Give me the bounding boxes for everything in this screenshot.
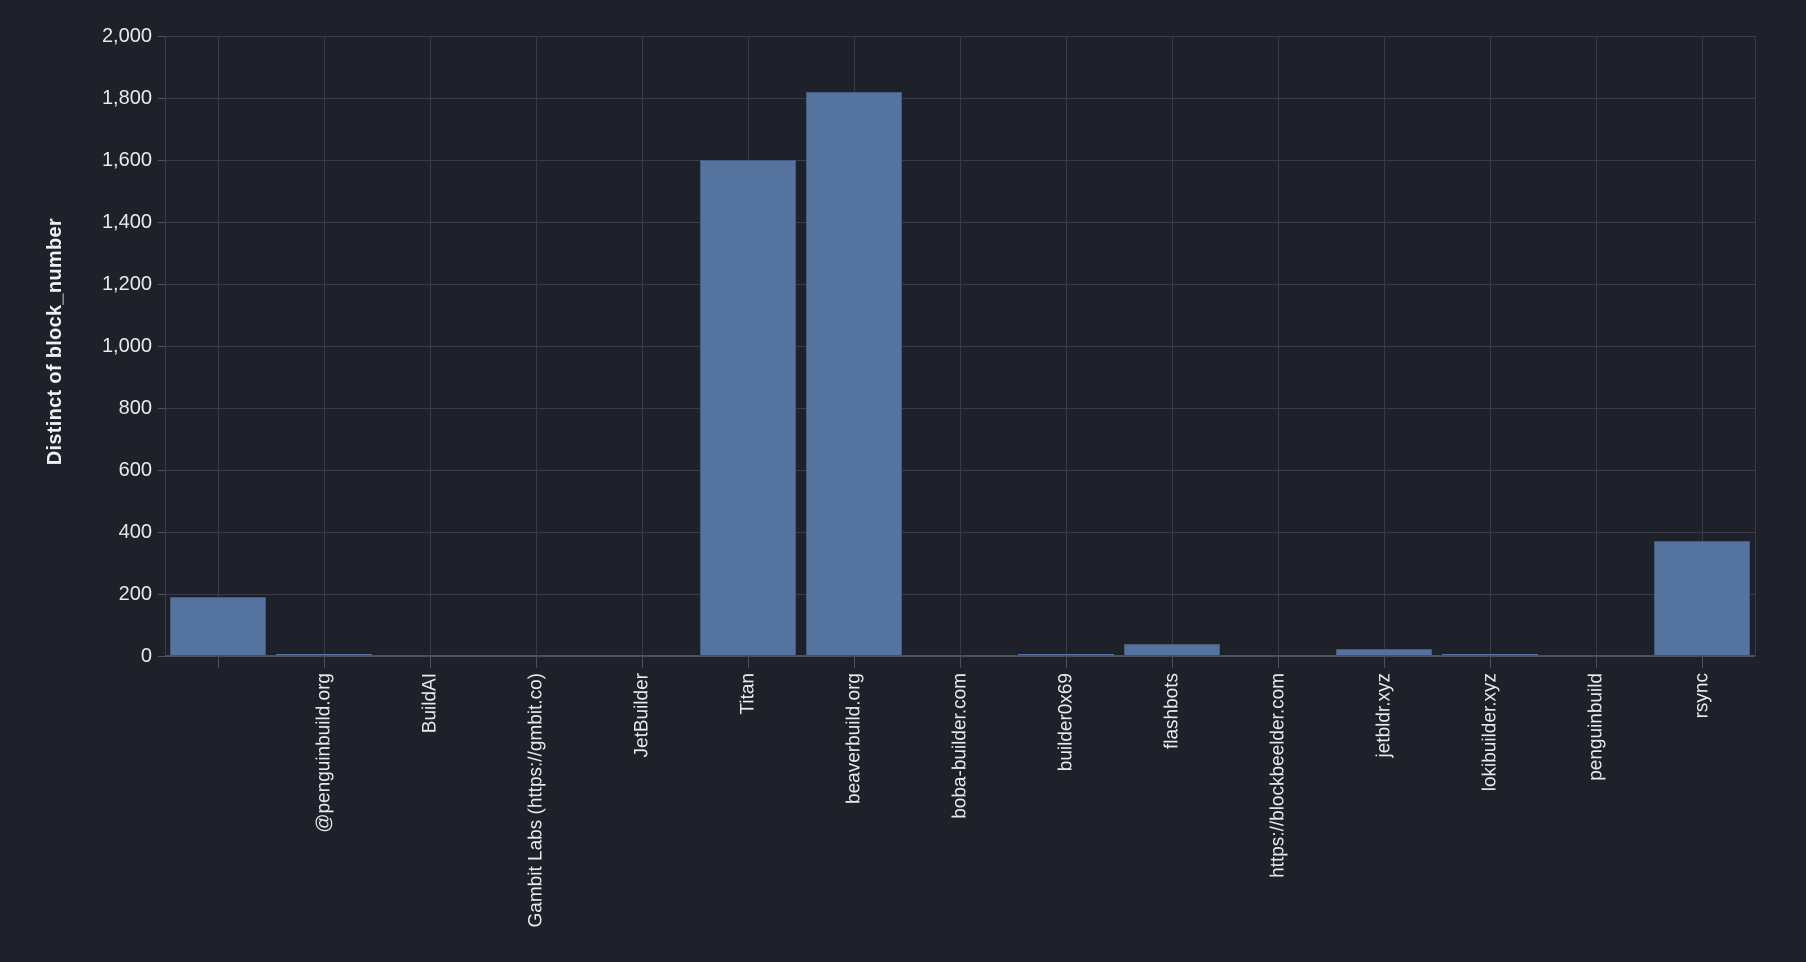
gridline-vertical <box>641 36 643 656</box>
bar[interactable] <box>1018 653 1114 656</box>
y-tick-label: 1,400 <box>101 211 152 233</box>
x-axis-tick <box>217 657 219 668</box>
x-axis-tick <box>1595 657 1597 668</box>
y-tick-label: 1,000 <box>101 335 152 357</box>
gridline-vertical <box>1065 36 1067 656</box>
x-axis-tick <box>853 657 855 668</box>
y-axis-tick <box>158 221 165 223</box>
y-tick-label: 200 <box>118 583 152 605</box>
x-axis-tick <box>1383 657 1385 668</box>
gridline-vertical <box>429 36 431 656</box>
x-axis-tick <box>1171 657 1173 668</box>
gridline-vertical <box>1277 36 1279 656</box>
x-tick-label: flashbots <box>1161 673 1183 750</box>
x-tick-label: builder0x69 <box>1055 673 1077 772</box>
x-axis-tick <box>641 657 643 668</box>
x-tick-label: lokibuilder.xyz <box>1479 673 1501 792</box>
gridline-vertical <box>535 36 537 656</box>
x-axis-tick <box>535 657 537 668</box>
x-tick-label: jetbldr.xyz <box>1373 673 1395 758</box>
bar[interactable] <box>170 597 266 656</box>
gridline-vertical <box>1701 36 1703 656</box>
y-axis-tick <box>158 345 165 347</box>
y-axis-tick <box>158 35 165 37</box>
x-tick-label: boba-builder.com <box>949 673 971 819</box>
y-tick-label: 1,800 <box>101 87 152 109</box>
x-tick-label: Gambit Labs (https://gmbit.co) <box>525 673 547 928</box>
x-axis-line <box>165 655 1755 657</box>
gridline-vertical <box>323 36 325 656</box>
y-axis-tick <box>158 283 165 285</box>
x-axis-tick <box>1701 657 1703 668</box>
bar[interactable] <box>1654 541 1750 656</box>
bar[interactable] <box>806 91 902 656</box>
y-tick-label: 1,600 <box>101 149 152 171</box>
x-tick-label: https://blockbeelder.com <box>1267 673 1289 878</box>
x-axis-tick <box>959 657 961 668</box>
x-tick-label: rsync <box>1691 673 1713 719</box>
gridline-vertical <box>1489 36 1491 656</box>
y-tick-label: 400 <box>118 521 152 543</box>
y-axis-tick <box>158 531 165 533</box>
y-axis-tick <box>158 97 165 99</box>
x-tick-label: Titan <box>737 673 759 715</box>
plot-boundary-line <box>1754 36 1756 656</box>
plot-boundary-line <box>164 36 166 656</box>
x-axis-tick <box>323 657 325 668</box>
x-axis-tick <box>429 657 431 668</box>
gridline-vertical <box>1595 36 1597 656</box>
y-axis-tick <box>158 469 165 471</box>
gridline-vertical <box>959 36 961 656</box>
gridline-vertical <box>217 36 219 656</box>
x-axis-tick <box>1065 657 1067 668</box>
gridline-vertical <box>1171 36 1173 656</box>
y-tick-label: 800 <box>118 397 152 419</box>
x-tick-label: @penguinbuild.org <box>313 673 335 833</box>
bar[interactable] <box>700 160 796 656</box>
y-axis-tick <box>158 407 165 409</box>
y-axis-tick <box>158 159 165 161</box>
x-axis-tick <box>747 657 749 668</box>
x-tick-label: beaverbuild.org <box>843 673 865 804</box>
x-tick-label: BuildAI <box>419 673 441 734</box>
y-axis-tick <box>158 655 165 657</box>
x-tick-label: JetBuilder <box>631 673 653 758</box>
x-tick-label: penguinbuild <box>1585 673 1607 781</box>
gridline-vertical <box>1383 36 1385 656</box>
y-tick-label: 1,200 <box>101 273 152 295</box>
x-axis-tick <box>1489 657 1491 668</box>
x-axis-tick <box>1277 657 1279 668</box>
y-tick-label: 600 <box>118 459 152 481</box>
bar[interactable] <box>276 653 372 656</box>
y-tick-label: 0 <box>140 645 152 667</box>
y-tick-label: 2,000 <box>101 25 152 47</box>
y-axis-tick <box>158 593 165 595</box>
